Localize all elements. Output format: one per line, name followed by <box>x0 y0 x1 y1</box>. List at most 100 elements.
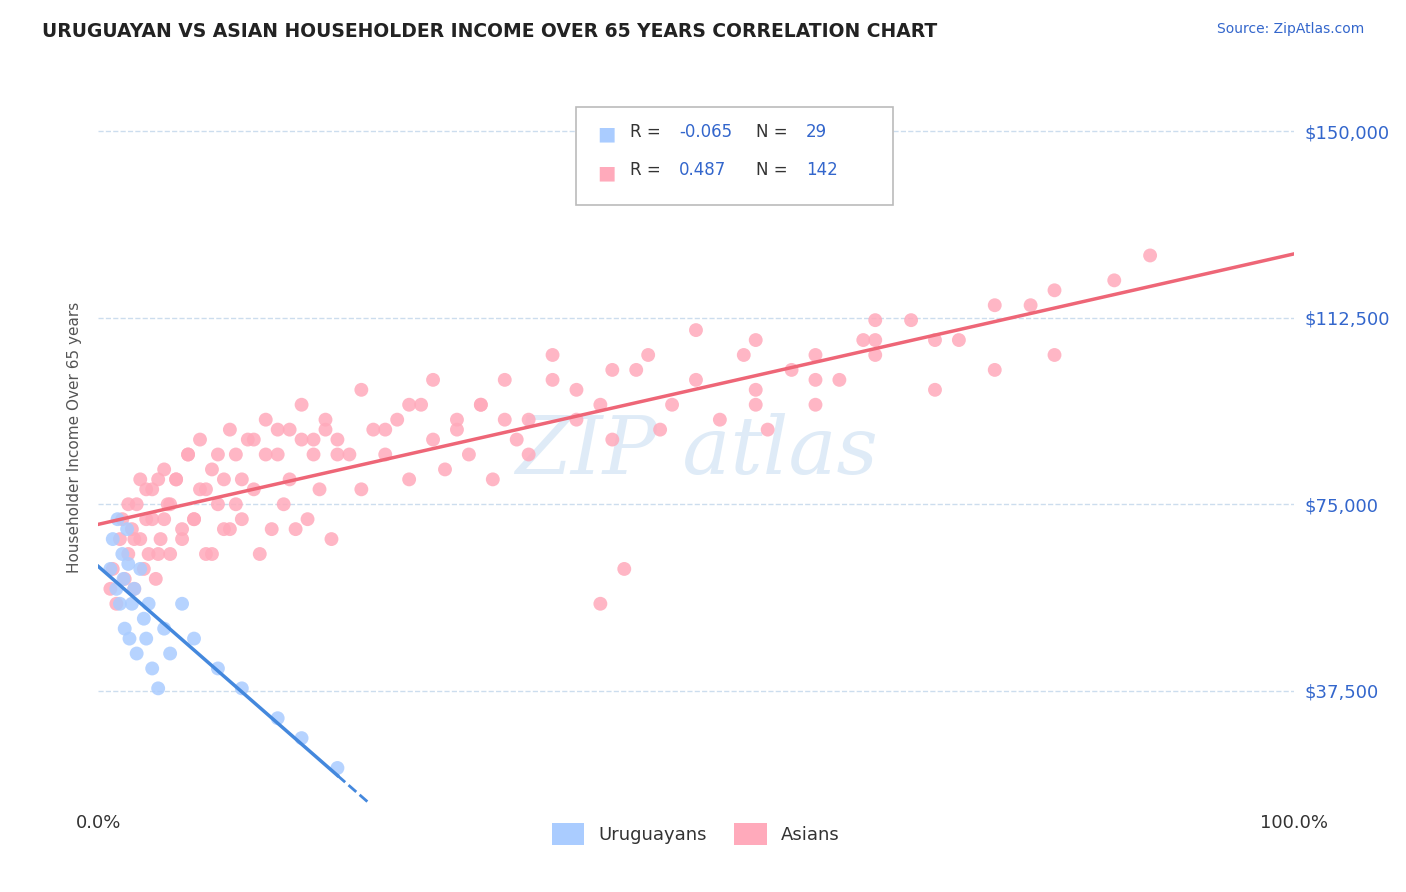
Point <box>260 522 283 536</box>
Point <box>924 383 946 397</box>
Text: -0.065: -0.065 <box>679 123 733 141</box>
Point <box>602 363 624 377</box>
Point <box>207 661 229 675</box>
Text: 142: 142 <box>806 161 838 179</box>
Point <box>374 448 396 462</box>
Point <box>219 522 242 536</box>
Point <box>321 532 343 546</box>
Point <box>207 497 229 511</box>
Point <box>153 512 176 526</box>
Point <box>446 412 468 426</box>
Point <box>117 497 139 511</box>
Point <box>117 547 139 561</box>
Point <box>156 497 179 511</box>
Point <box>278 472 301 486</box>
Point <box>745 333 768 347</box>
Point <box>565 383 588 397</box>
Point <box>780 363 803 377</box>
Point <box>132 562 155 576</box>
Point <box>589 398 612 412</box>
Point <box>315 412 337 426</box>
Point <box>212 472 235 486</box>
Point <box>1139 248 1161 262</box>
Point <box>326 448 349 462</box>
Point <box>308 483 330 497</box>
Point <box>225 448 247 462</box>
Point <box>188 483 211 497</box>
Point <box>129 472 152 486</box>
Point <box>374 423 396 437</box>
Point <box>291 731 314 745</box>
Point <box>661 398 683 412</box>
Point <box>118 632 141 646</box>
Point <box>138 597 160 611</box>
Point <box>172 522 194 536</box>
Point <box>249 547 271 561</box>
Text: R =: R = <box>630 123 661 141</box>
Point <box>350 383 373 397</box>
Point <box>852 333 875 347</box>
Text: ZIP atlas: ZIP atlas <box>515 413 877 491</box>
Point <box>159 497 181 511</box>
Point <box>121 522 143 536</box>
Point <box>111 512 134 526</box>
Point <box>121 597 143 611</box>
Point <box>149 532 172 546</box>
Text: ■: ■ <box>598 163 616 182</box>
Point <box>398 472 420 486</box>
Point <box>756 423 779 437</box>
Point <box>411 398 433 412</box>
Text: 0.487: 0.487 <box>679 161 727 179</box>
Point <box>745 398 768 412</box>
Point <box>124 532 146 546</box>
Point <box>129 532 152 546</box>
Y-axis label: Householder Income Over 65 years: Householder Income Over 65 years <box>66 301 82 573</box>
Point <box>1043 283 1066 297</box>
Point <box>101 562 124 576</box>
Point <box>267 423 290 437</box>
Point <box>124 582 146 596</box>
Point <box>458 448 481 462</box>
Point <box>297 512 319 526</box>
Point <box>291 433 314 447</box>
Point <box>159 647 181 661</box>
Point <box>865 333 887 347</box>
Text: Source: ZipAtlas.com: Source: ZipAtlas.com <box>1216 22 1364 37</box>
Point <box>254 448 277 462</box>
Point <box>709 412 731 426</box>
Point <box>124 582 146 596</box>
Text: N =: N = <box>756 123 787 141</box>
Text: URUGUAYAN VS ASIAN HOUSEHOLDER INCOME OVER 65 YEARS CORRELATION CHART: URUGUAYAN VS ASIAN HOUSEHOLDER INCOME OV… <box>42 22 938 41</box>
Point <box>900 313 922 327</box>
Point <box>1043 348 1066 362</box>
Point <box>267 448 290 462</box>
Point <box>446 423 468 437</box>
Point <box>924 333 946 347</box>
Point <box>107 512 129 526</box>
Point <box>470 398 492 412</box>
Point <box>231 681 253 696</box>
Point <box>302 448 325 462</box>
Point <box>422 373 444 387</box>
Point <box>470 398 492 412</box>
Point <box>177 448 200 462</box>
Point <box>602 433 624 447</box>
Point <box>865 313 887 327</box>
Point <box>145 572 167 586</box>
Point <box>589 597 612 611</box>
Point <box>141 512 163 526</box>
Point <box>685 373 707 387</box>
Point <box>948 333 970 347</box>
Point <box>984 298 1007 312</box>
Point <box>225 497 247 511</box>
Point <box>177 448 200 462</box>
Point <box>637 348 659 362</box>
Point <box>291 398 314 412</box>
Point <box>541 348 564 362</box>
Point <box>165 472 187 486</box>
Point <box>517 448 540 462</box>
Point <box>648 423 672 437</box>
Point <box>278 423 301 437</box>
Point <box>172 532 194 546</box>
Point <box>363 423 385 437</box>
